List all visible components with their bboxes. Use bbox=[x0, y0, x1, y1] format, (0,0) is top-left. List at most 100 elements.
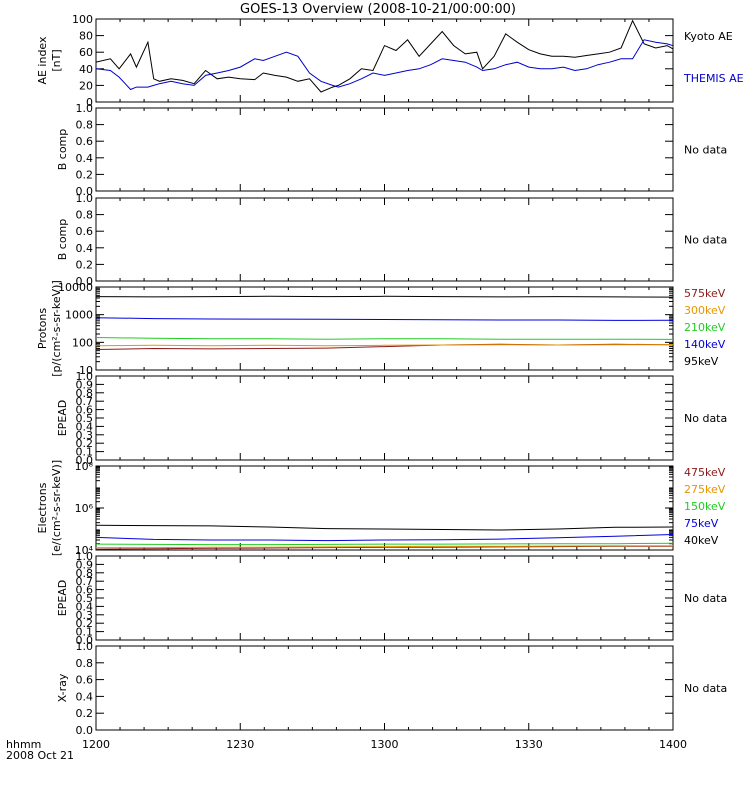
panel-epead2-y-tick-label: 0.0 bbox=[76, 634, 94, 647]
panel-bcomp1-y-tick-label: 0.8 bbox=[76, 119, 94, 132]
time-tick-label: 1330 bbox=[515, 738, 543, 751]
time-tick-label: 1200 bbox=[82, 738, 110, 751]
panel-epead2-y-tick-label: 0.4 bbox=[76, 600, 94, 613]
panel-ae-y-tick-label: 60 bbox=[79, 46, 93, 59]
panel-xray-y-tick-label: 0.6 bbox=[76, 674, 94, 687]
panel-protons-y-tick-label: 10000 bbox=[58, 281, 93, 294]
panel-electrons-legend-150kev: 150keV bbox=[684, 500, 726, 513]
panel-electrons-y-tick-label: 10⁴ bbox=[75, 544, 94, 557]
panel-xray-y-tick-label: 0.0 bbox=[76, 724, 94, 737]
panel-xray-ylabel: X-ray bbox=[56, 673, 69, 702]
panel-ae-ylabel: AE index bbox=[36, 36, 49, 85]
panel-epead2-frame bbox=[95, 555, 674, 641]
panel-bcomp2-y-tick-label: 0.2 bbox=[76, 258, 94, 271]
panel-epead1-y-tick-label: 1.0 bbox=[76, 370, 94, 383]
panel-epead1-y-tick-label: 0.3 bbox=[76, 429, 94, 442]
panel-electrons-series-475kev bbox=[96, 545, 673, 550]
panel-protons-series-140kev bbox=[96, 317, 673, 321]
panel-epead2-y-tick-label: 0.6 bbox=[76, 584, 94, 597]
panel-protons-ylabel: [p/(cm²-s-sr-keV)] bbox=[50, 280, 63, 377]
panel-protons-y-tick-label: 100 bbox=[72, 336, 93, 349]
panel-protons-y-tick-label: 10 bbox=[79, 364, 93, 377]
panel-electrons-legend-40kev: 40keV bbox=[684, 534, 719, 547]
panel-protons-legend-140kev: 140keV bbox=[684, 338, 726, 351]
panel-bcomp2-y-tick-label: 1.0 bbox=[76, 192, 94, 205]
panel-epead1-y-tick-label: 0.8 bbox=[76, 387, 94, 400]
panel-electrons-series-75kev bbox=[96, 534, 673, 542]
panel-electrons-ylabel: Electrons bbox=[36, 482, 49, 533]
panel-bcomp2-ylabel: B comp bbox=[56, 219, 69, 261]
panel-epead2-y-tick-label: 0.9 bbox=[76, 558, 94, 571]
panel-bcomp1-ylabel: B comp bbox=[56, 129, 69, 171]
panel-electrons-series-275kev bbox=[96, 545, 673, 549]
panel-electrons-series-40kev bbox=[96, 524, 673, 531]
panel-electrons-ylabel: [e/(cm²-s-sr-keV)] bbox=[50, 460, 63, 556]
panel-epead1-y-tick-label: 0.0 bbox=[76, 454, 94, 467]
panel-bcomp1-frame bbox=[95, 107, 674, 192]
panel-xray-y-tick-label: 1.0 bbox=[76, 640, 94, 653]
panel-ae-y-tick-label: 80 bbox=[79, 30, 93, 43]
panel-epead2-y-tick-label: 0.3 bbox=[76, 609, 94, 622]
panel-epead2-status: No data bbox=[684, 592, 727, 605]
panel-epead2-y-tick-label: 0.2 bbox=[76, 617, 94, 630]
panel-bcomp1-y-tick-label: 0.0 bbox=[76, 185, 94, 198]
panel-bcomp1-y-tick-label: 0.4 bbox=[76, 152, 94, 165]
panel-epead1-y-tick-label: 0.9 bbox=[76, 378, 94, 391]
panel-bcomp2-frame bbox=[95, 197, 674, 282]
panel-protons-legend-300kev: 300keV bbox=[684, 304, 726, 317]
panel-protons-series-95kev bbox=[96, 295, 673, 298]
panel-epead1-y-tick-label: 0.2 bbox=[76, 437, 94, 450]
panel-bcomp2-y-tick-label: 0.0 bbox=[76, 275, 94, 288]
panel-bcomp2-y-tick-label: 0.6 bbox=[76, 225, 94, 238]
panel-protons-ylabel: Protons bbox=[36, 308, 49, 349]
panel-electrons-legend-275kev: 275keV bbox=[684, 483, 726, 496]
legend-themis-ae: THEMIS AE bbox=[683, 72, 744, 85]
panel-bcomp2-y-tick-label: 0.8 bbox=[76, 209, 94, 222]
panel-epead1-status: No data bbox=[684, 412, 727, 425]
panel-epead2-y-tick-label: 0.1 bbox=[76, 626, 94, 639]
legend-kyoto-ae: Kyoto AE bbox=[684, 30, 733, 43]
panel-ae-y-tick-label: 40 bbox=[79, 63, 93, 76]
time-corner-label-date: 2008 Oct 21 bbox=[6, 749, 74, 762]
panel-ae-ylabel: [nT] bbox=[50, 49, 63, 71]
panel-bcomp2-y-tick-label: 0.4 bbox=[76, 242, 94, 255]
panel-electrons-series-150kev bbox=[96, 542, 673, 546]
panel-epead2-y-tick-label: 0.8 bbox=[76, 567, 94, 580]
panel-bcomp1-y-tick-label: 1.0 bbox=[76, 102, 94, 115]
panel-epead1-y-tick-label: 0.6 bbox=[76, 404, 94, 417]
panel-ae-series-themis-ae bbox=[96, 39, 673, 91]
panel-electrons-y-tick-label: 10⁶ bbox=[75, 502, 94, 515]
panel-bcomp1-y-tick-label: 0.2 bbox=[76, 168, 94, 181]
panel-bcomp2-status: No data bbox=[684, 234, 727, 247]
panel-epead2-y-tick-label: 0.5 bbox=[76, 592, 94, 605]
panel-bcomp1-y-tick-label: 0.6 bbox=[76, 135, 94, 148]
panel-epead2-y-tick-label: 0.7 bbox=[76, 575, 94, 588]
panel-epead2-ylabel: EPEAD bbox=[56, 580, 69, 617]
panel-protons-series-210kev bbox=[96, 337, 673, 340]
panel-ae-y-tick-label: 100 bbox=[72, 13, 93, 26]
time-tick-label: 1230 bbox=[226, 738, 254, 751]
panel-protons-legend-95kev: 95keV bbox=[684, 355, 719, 368]
panel-xray-y-tick-label: 0.8 bbox=[76, 657, 94, 670]
panel-xray-frame bbox=[95, 645, 674, 731]
time-tick-label: 1400 bbox=[659, 738, 687, 751]
panel-protons-series-300kev bbox=[96, 344, 673, 347]
panel-epead1-y-tick-label: 0.5 bbox=[76, 412, 94, 425]
panel-ae-y-tick-label: 0 bbox=[86, 96, 93, 109]
time-tick-label: 1300 bbox=[371, 738, 399, 751]
time-corner-label-hhmm: hhmm bbox=[6, 738, 41, 751]
panel-epead1-ylabel: EPEAD bbox=[56, 400, 69, 437]
panel-protons-y-tick-label: 1000 bbox=[65, 309, 93, 322]
panel-epead1-y-tick-label: 0.1 bbox=[76, 446, 94, 459]
panel-epead1-y-tick-label: 0.4 bbox=[76, 420, 94, 433]
panel-ae-series-kyoto-ae bbox=[96, 19, 673, 93]
panel-electrons-legend-75kev: 75keV bbox=[684, 517, 719, 530]
chart-title: GOES-13 Overview (2008-10-21/00:00:00) bbox=[240, 2, 516, 17]
panel-protons-frame bbox=[95, 286, 674, 371]
panel-xray-status: No data bbox=[684, 682, 727, 695]
panel-xray-y-tick-label: 0.2 bbox=[76, 707, 94, 720]
panel-electrons-y-tick-label: 10⁸ bbox=[75, 460, 94, 473]
panel-epead2-y-tick-label: 1.0 bbox=[76, 550, 94, 563]
panel-ae-y-tick-label: 20 bbox=[79, 79, 93, 92]
